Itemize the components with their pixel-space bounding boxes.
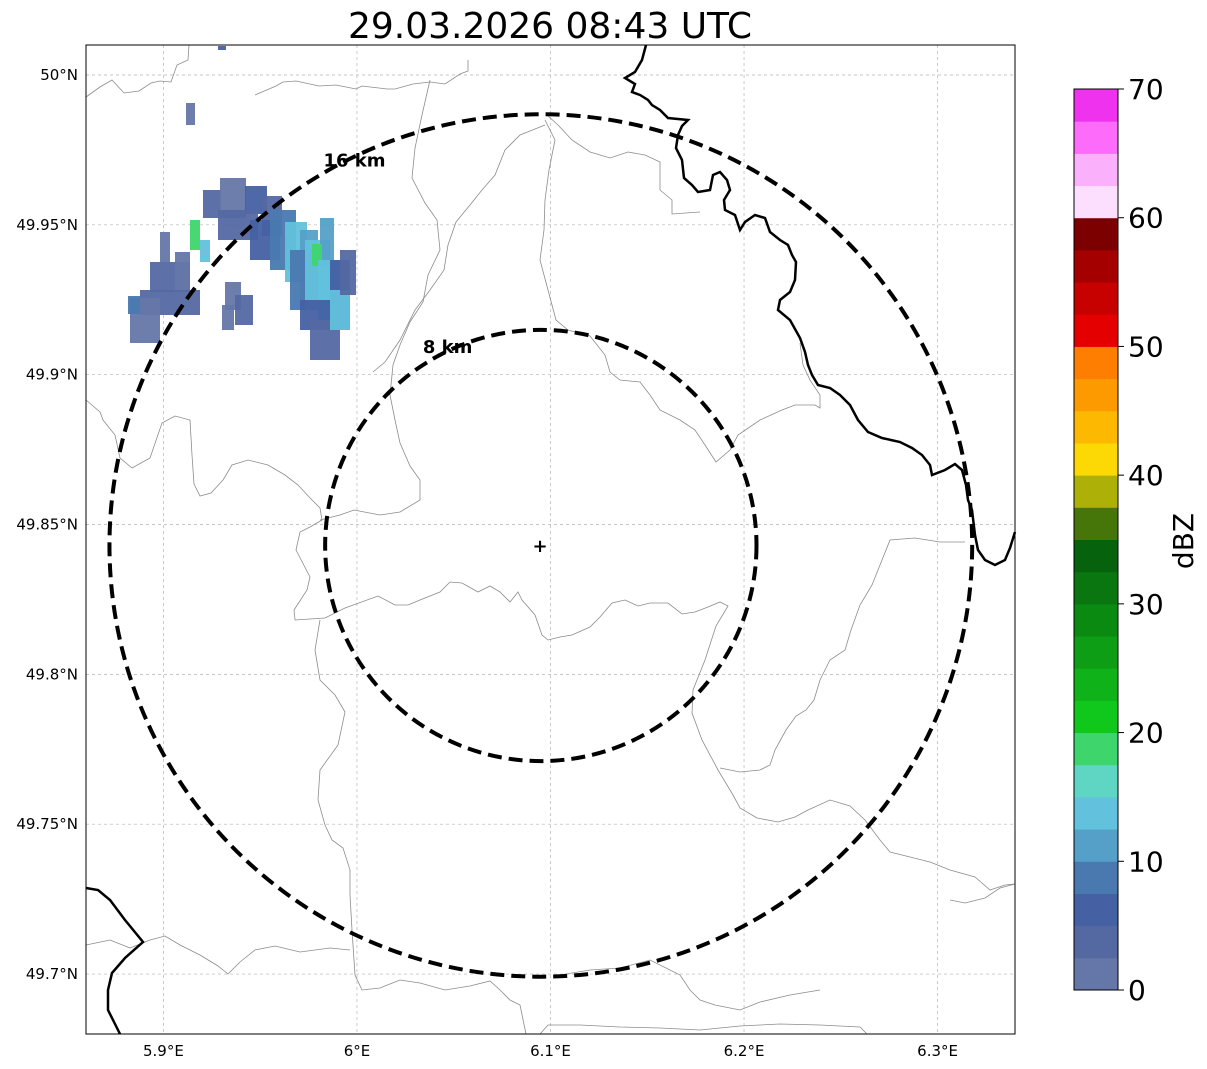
colorbar-swatch bbox=[1074, 507, 1118, 540]
lat-tick-label: 49.7°N bbox=[26, 965, 78, 983]
admin-boundary bbox=[85, 935, 351, 975]
colorbar-swatch bbox=[1074, 925, 1118, 959]
lon-tick-label: 5.9°E bbox=[143, 1042, 184, 1060]
lat-tick-label: 49.8°N bbox=[26, 665, 78, 683]
colorbar-frame bbox=[1073, 88, 1119, 991]
colorbar-swatch bbox=[1074, 539, 1118, 573]
colorbar-swatch bbox=[1074, 475, 1118, 508]
colorbar-swatch bbox=[1074, 957, 1118, 991]
echo-cell bbox=[190, 220, 200, 250]
lon-tick-label: 6.1°E bbox=[530, 1042, 571, 1060]
colorbar-swatch bbox=[1074, 153, 1118, 187]
echo-cell bbox=[312, 244, 322, 266]
admin-boundary bbox=[539, 119, 821, 463]
lat-tick-label: 49.9°N bbox=[26, 366, 78, 384]
admin-boundary bbox=[85, 44, 190, 98]
admin-boundary bbox=[85, 399, 1016, 891]
echo-cell bbox=[203, 190, 221, 218]
echo-cell bbox=[200, 240, 210, 262]
map-frame bbox=[85, 44, 1016, 1035]
map-title: 29.03.2026 08:43 UTC bbox=[348, 6, 752, 47]
colorbar-swatch bbox=[1074, 121, 1118, 154]
echo-cell bbox=[320, 218, 334, 266]
lat-tick-label: 49.95°N bbox=[16, 216, 78, 234]
colorbar-ticks: 0 10 20 30 40 50 60 70 bbox=[1118, 73, 1164, 1007]
echo-cell bbox=[175, 252, 190, 292]
admin-boundaries bbox=[85, 44, 1016, 1035]
colorbar-tick-label: 0 bbox=[1128, 974, 1146, 1007]
range-ring bbox=[323, 327, 759, 764]
colorbar-tick-label: 10 bbox=[1128, 845, 1164, 878]
colorbar-swatch bbox=[1074, 668, 1118, 701]
colorbar-swatch bbox=[1074, 700, 1118, 734]
lat-tick-label: 49.85°N bbox=[16, 516, 78, 534]
admin-boundary bbox=[949, 883, 1016, 904]
colorbar-swatch bbox=[1074, 442, 1118, 476]
lat-tick-label: 50°N bbox=[40, 66, 78, 84]
country-border bbox=[622, 44, 1017, 567]
range-ring-label: 8 km bbox=[423, 337, 473, 358]
range-rings: 8 km 16 km bbox=[107, 112, 975, 979]
range-ring-label: 16 km bbox=[323, 150, 385, 171]
colorbar-swatch bbox=[1074, 282, 1118, 315]
colorbar-swatch bbox=[1074, 314, 1118, 347]
echo-cell bbox=[330, 290, 350, 330]
colorbar-swatch bbox=[1074, 796, 1118, 830]
colorbar-swatch bbox=[1074, 89, 1118, 122]
admin-boundary bbox=[372, 124, 546, 373]
colorbar: 0 10 20 30 40 50 60 70 dBZ bbox=[1073, 73, 1200, 1007]
echo-cell bbox=[245, 186, 267, 214]
colorbar-swatch bbox=[1074, 893, 1118, 927]
admin-boundary bbox=[559, 959, 821, 1011]
lon-tick-label: 6°E bbox=[344, 1042, 371, 1060]
radar-site-marker: + bbox=[532, 536, 547, 557]
lon-tick-label: 6.2°E bbox=[724, 1042, 765, 1060]
colorbar-swatch bbox=[1074, 829, 1118, 862]
colorbar-swatch bbox=[1074, 764, 1118, 798]
colorbar-swatch bbox=[1074, 603, 1118, 637]
colorbar-swatch bbox=[1074, 861, 1118, 894]
map-panel: 8 km 16 km + bbox=[85, 44, 1017, 1035]
colorbar-tick-label: 60 bbox=[1128, 202, 1164, 235]
colorbar-swatch bbox=[1074, 346, 1118, 380]
echo-cell bbox=[235, 295, 253, 325]
colorbar-swatch bbox=[1074, 378, 1118, 412]
admin-boundary bbox=[254, 60, 469, 96]
colorbar-swatch bbox=[1074, 249, 1118, 283]
admin-boundary bbox=[319, 79, 441, 521]
colorbar-swatch bbox=[1074, 732, 1118, 766]
colorbar-tick-label: 20 bbox=[1128, 717, 1164, 750]
axis-ticks: 5.9°E 6°E 6.1°E 6.2°E 6.3°E 49.7°N 49.75°N 49.8… bbox=[16, 66, 958, 1060]
lon-tick-label: 6.3°E bbox=[917, 1042, 958, 1060]
colorbar-label: dBZ bbox=[1167, 513, 1200, 569]
colorbar-swatch bbox=[1074, 217, 1118, 251]
colorbar-tick-label: 30 bbox=[1128, 588, 1164, 621]
echo-cell bbox=[186, 103, 195, 125]
lat-tick-label: 49.75°N bbox=[16, 815, 78, 833]
echo-cell bbox=[222, 305, 234, 330]
admin-boundary bbox=[539, 1023, 868, 1035]
country-border bbox=[85, 886, 145, 1035]
radar-echoes bbox=[128, 46, 356, 360]
colorbar-tick-label: 50 bbox=[1128, 330, 1164, 363]
country-borders bbox=[85, 44, 1017, 1035]
admin-boundary bbox=[314, 619, 527, 1035]
colorbar-swatches bbox=[1074, 89, 1118, 991]
colorbar-swatch bbox=[1074, 571, 1118, 605]
colorbar-swatch bbox=[1074, 636, 1118, 669]
colorbar-tick-label: 40 bbox=[1128, 459, 1164, 492]
graticule bbox=[86, 45, 1015, 1034]
colorbar-swatch bbox=[1074, 410, 1118, 444]
echo-cell bbox=[160, 232, 170, 262]
echo-cell bbox=[340, 250, 356, 295]
range-ring bbox=[107, 112, 975, 979]
colorbar-swatch bbox=[1074, 185, 1118, 219]
admin-boundary bbox=[546, 114, 701, 215]
admin-boundary bbox=[719, 537, 965, 773]
colorbar-tick-label: 70 bbox=[1128, 73, 1164, 106]
echo-cell bbox=[128, 296, 140, 314]
echo-cell bbox=[218, 46, 226, 50]
